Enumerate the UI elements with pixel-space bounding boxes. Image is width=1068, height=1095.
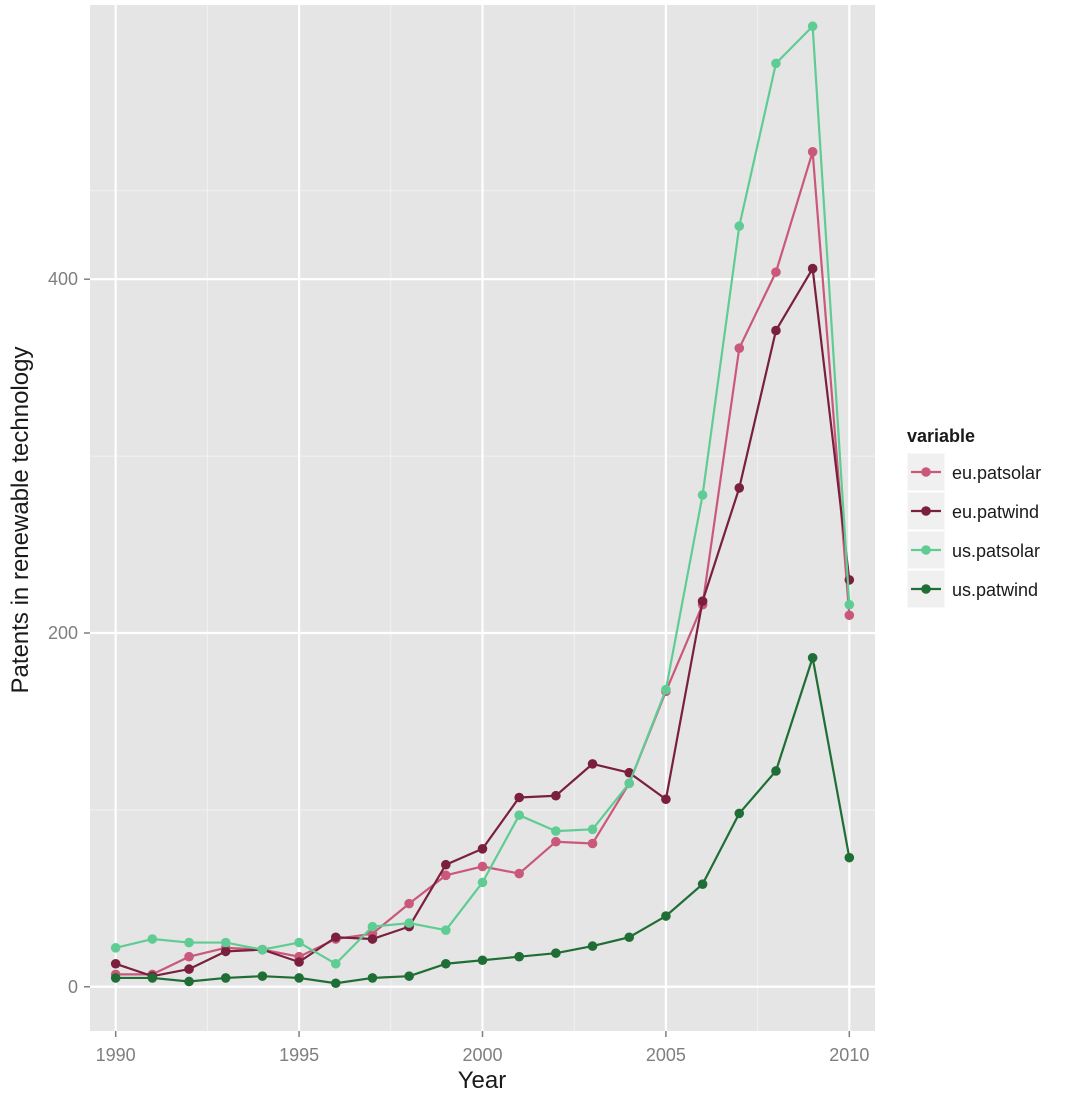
axis-layer: 1990 1995 2000 2005 2010 0 200 400 bbox=[48, 269, 869, 1065]
data-point bbox=[330, 958, 341, 969]
data-point bbox=[771, 58, 781, 69]
data-point bbox=[734, 483, 745, 493]
data-point bbox=[587, 838, 598, 849]
legend-title: variable bbox=[907, 426, 975, 446]
data-point bbox=[624, 778, 635, 789]
legend: variable eu.patsolar eu.patwind us.patsola… bbox=[906, 426, 1041, 609]
data-point bbox=[441, 870, 451, 881]
data-point bbox=[844, 575, 855, 585]
data-point bbox=[367, 934, 378, 944]
data-point bbox=[147, 973, 158, 983]
data-point bbox=[367, 921, 378, 932]
data-point bbox=[220, 937, 231, 948]
data-point bbox=[551, 790, 561, 801]
legend-key-point bbox=[921, 584, 931, 594]
data-point bbox=[184, 951, 194, 962]
data-point bbox=[771, 766, 781, 776]
data-point bbox=[697, 879, 708, 889]
data-point bbox=[404, 898, 414, 909]
data-point bbox=[477, 877, 488, 888]
data-point bbox=[330, 932, 341, 943]
x-tick-label: 1990 bbox=[96, 1045, 136, 1065]
data-point bbox=[514, 951, 524, 962]
data-point bbox=[404, 971, 414, 981]
data-point bbox=[110, 943, 121, 953]
legend-key-point bbox=[921, 467, 931, 477]
data-point bbox=[551, 836, 561, 847]
data-point bbox=[404, 918, 414, 928]
x-tick-label: 2005 bbox=[646, 1045, 686, 1065]
legend-label: us.patwind bbox=[952, 580, 1038, 600]
data-point bbox=[220, 946, 231, 957]
legend-label: us.patsolar bbox=[952, 541, 1040, 561]
data-point bbox=[587, 759, 598, 769]
data-point bbox=[661, 684, 671, 695]
data-point bbox=[587, 941, 598, 951]
y-tick-label: 0 bbox=[68, 977, 78, 997]
data-point bbox=[477, 861, 488, 872]
data-point bbox=[294, 937, 304, 948]
data-point bbox=[844, 610, 855, 621]
legend-key-point bbox=[921, 506, 931, 516]
data-point bbox=[514, 792, 524, 803]
x-axis-title: Year bbox=[458, 1067, 507, 1094]
data-point bbox=[734, 221, 745, 231]
data-point bbox=[551, 826, 561, 836]
data-point bbox=[661, 911, 671, 921]
x-tick-label: 2000 bbox=[462, 1045, 502, 1065]
data-point bbox=[477, 955, 488, 966]
series-layer bbox=[110, 21, 855, 989]
y-axis-title: Patents in renewable technology bbox=[7, 347, 34, 694]
data-point bbox=[807, 21, 818, 32]
data-point bbox=[844, 852, 855, 863]
data-point bbox=[294, 957, 304, 967]
data-point bbox=[734, 808, 745, 819]
data-point bbox=[587, 824, 598, 835]
data-point bbox=[697, 596, 708, 606]
data-point bbox=[514, 810, 524, 820]
data-point bbox=[110, 973, 121, 983]
legend-label: eu.patwind bbox=[952, 502, 1039, 522]
x-tick-label: 2010 bbox=[829, 1045, 869, 1065]
data-point bbox=[771, 325, 781, 336]
data-point bbox=[184, 976, 194, 987]
data-point bbox=[110, 958, 121, 969]
data-point bbox=[147, 934, 158, 944]
data-point bbox=[367, 973, 378, 983]
data-point bbox=[514, 868, 524, 879]
data-point bbox=[441, 859, 451, 870]
data-point bbox=[844, 599, 855, 610]
data-point bbox=[257, 944, 268, 955]
data-point bbox=[294, 973, 304, 983]
data-point bbox=[441, 958, 451, 969]
data-point bbox=[220, 973, 231, 983]
data-point bbox=[257, 971, 268, 981]
data-point bbox=[697, 490, 708, 500]
data-point bbox=[807, 652, 818, 663]
y-tick-label: 200 bbox=[48, 623, 78, 643]
grid-layer bbox=[90, 5, 875, 1031]
data-point bbox=[734, 343, 745, 353]
x-tick-label: 1995 bbox=[279, 1045, 319, 1065]
series-us-patwind bbox=[110, 652, 855, 989]
data-point bbox=[184, 937, 194, 948]
series-eu-patwind bbox=[110, 263, 855, 981]
legend-label: eu.patsolar bbox=[952, 463, 1041, 483]
data-point bbox=[330, 978, 341, 989]
y-tick-label: 400 bbox=[48, 269, 78, 289]
data-point bbox=[661, 794, 671, 805]
data-point bbox=[624, 932, 635, 943]
series-us-patsolar bbox=[110, 21, 855, 969]
data-point bbox=[477, 843, 488, 854]
data-point bbox=[807, 147, 818, 157]
data-point bbox=[184, 964, 194, 974]
data-point bbox=[771, 267, 781, 277]
data-point bbox=[441, 925, 451, 935]
data-point bbox=[807, 263, 818, 274]
data-point bbox=[551, 948, 561, 958]
legend-key-point bbox=[921, 545, 931, 555]
